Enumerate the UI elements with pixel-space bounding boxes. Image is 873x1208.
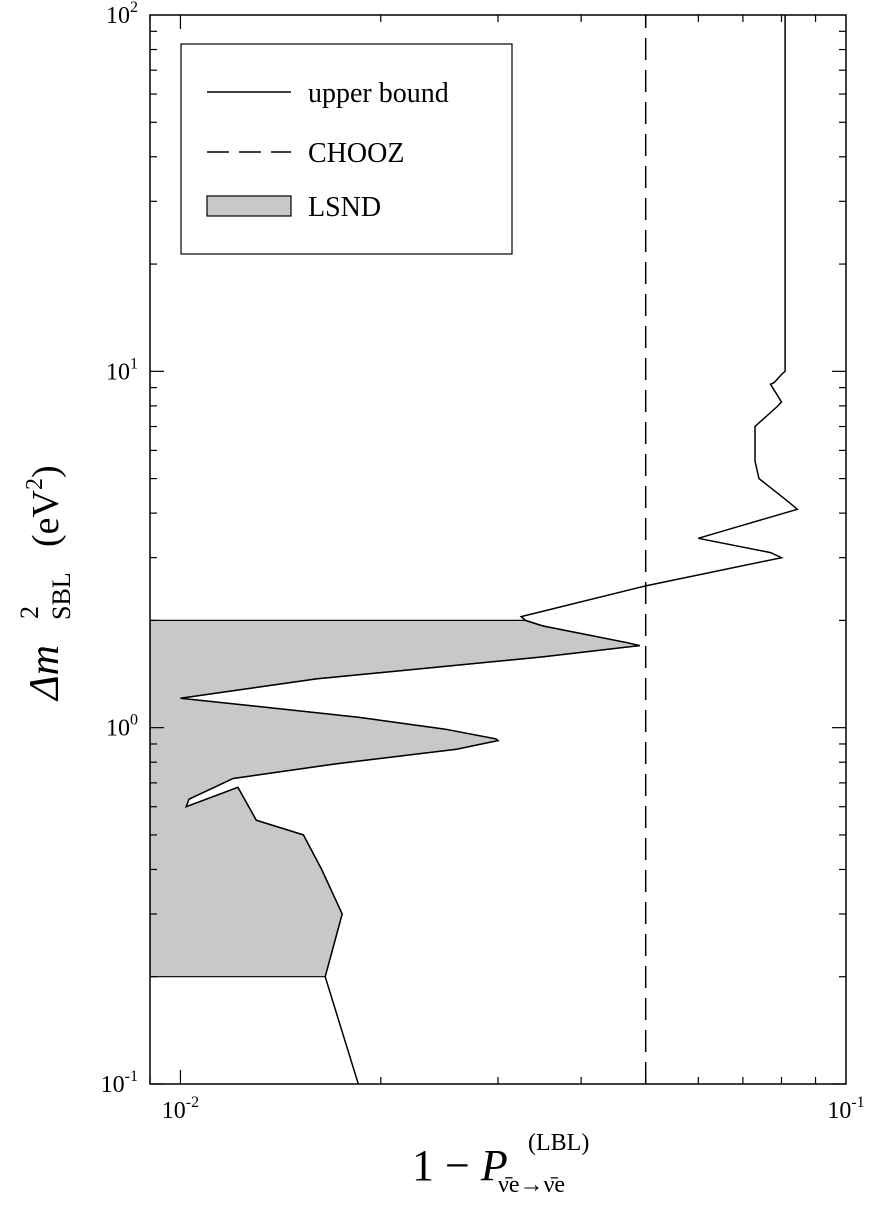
- y-axis-title-unit: (eV2): [22, 465, 67, 547]
- legend: upper bound CHOOZ LSND: [180, 43, 513, 255]
- legend-label-chooz: CHOOZ: [308, 138, 404, 169]
- x-tick-label: 10-2: [162, 1094, 199, 1124]
- legend-label-lsnd: LSND: [308, 192, 381, 223]
- legend-box: [180, 43, 513, 255]
- y-axis-title-superscript: 2: [15, 606, 44, 619]
- plot-area: [150, 15, 799, 1084]
- y-tick-label: 101: [106, 355, 138, 385]
- x-axis-title-subscript: ν̄e→ν̄e: [498, 1172, 565, 1198]
- series-lsnd-region: [150, 619, 640, 978]
- y-tick-label: 100: [106, 712, 138, 742]
- x-axis-title: 1 − P: [412, 1141, 508, 1190]
- legend-filled-swatch: [206, 195, 292, 217]
- y-tick-label: 10-1: [101, 1068, 138, 1098]
- axis-titles: 1 − P (LBL) ν̄e→ν̄e Δm 2 SBL (eV2): [15, 465, 589, 1198]
- y-tick-label: 102: [106, 0, 138, 29]
- axes: 10-1 100 101 102 10-2 10-1: [101, 0, 865, 1124]
- series-upper-bound-line: [180, 15, 799, 1084]
- x-tick-label: 10-1: [827, 1094, 864, 1124]
- x-axis-title-superscript: (LBL): [528, 1130, 589, 1156]
- y-axis-title-subscript: SBL: [47, 572, 76, 620]
- y-axis-title: Δm: [22, 645, 68, 702]
- legend-label-upper-bound: upper bound: [308, 78, 449, 109]
